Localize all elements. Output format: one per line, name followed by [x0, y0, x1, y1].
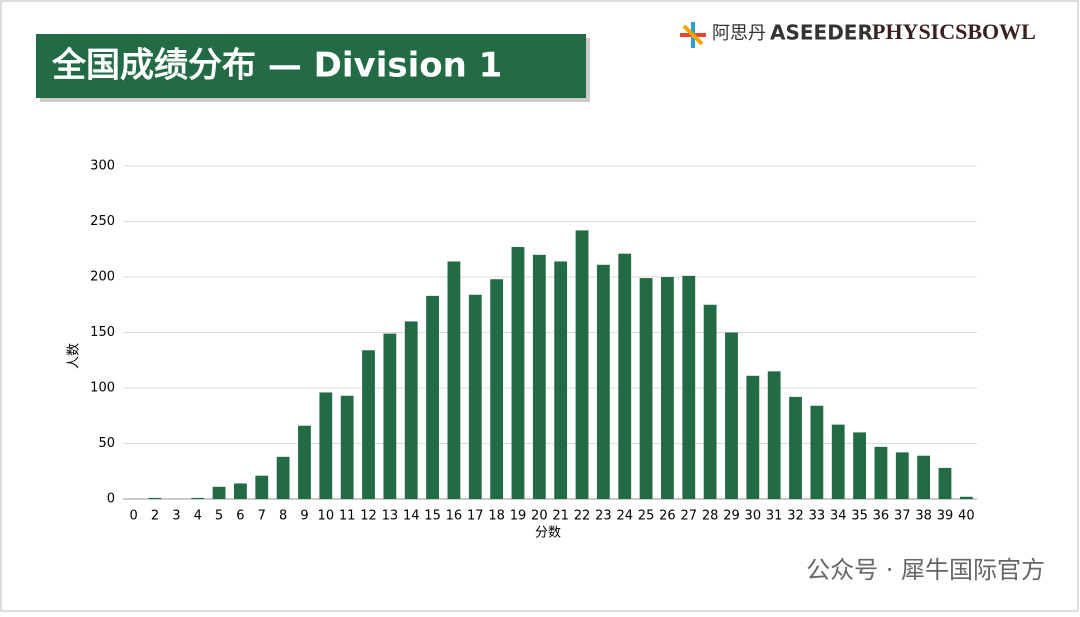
- bar: [938, 467, 952, 499]
- bar: [383, 333, 397, 499]
- y-tick-label: 200: [90, 270, 115, 285]
- bar: [340, 395, 354, 499]
- x-tick-label: 0: [130, 509, 138, 524]
- bar: [276, 456, 290, 499]
- bar: [319, 392, 333, 499]
- y-tick-label: 50: [98, 436, 115, 451]
- x-tick-label: 11: [339, 509, 356, 524]
- x-tick-label: 23: [595, 509, 612, 524]
- x-tick-label: 22: [574, 509, 591, 524]
- x-tick-label: 16: [446, 509, 463, 524]
- bar: [725, 332, 738, 499]
- x-tick-label: 31: [766, 509, 783, 524]
- bar: [575, 230, 589, 499]
- bar: [789, 396, 802, 499]
- x-tick-label: 36: [873, 509, 890, 524]
- x-tick-label: 33: [809, 509, 826, 524]
- x-tick-label: 7: [258, 509, 266, 524]
- chart-title: 全国成绩分布 — Division 1: [51, 46, 502, 86]
- x-tick-label: 19: [510, 509, 527, 524]
- bar: [917, 455, 931, 499]
- x-tick-label: 6: [236, 509, 244, 524]
- x-tick-label: 3: [172, 509, 180, 524]
- x-tick-label: 4: [194, 509, 202, 524]
- bar: [853, 432, 866, 499]
- bar: [831, 424, 845, 499]
- x-tick-label: 15: [424, 509, 441, 524]
- x-tick-label: 5: [215, 509, 223, 524]
- y-axis-label: 人数: [67, 343, 82, 369]
- bar: [511, 247, 525, 499]
- bar: [959, 496, 973, 499]
- x-tick-label: 12: [360, 509, 377, 524]
- x-tick-label: 35: [851, 509, 868, 524]
- x-tick-label: 39: [937, 509, 954, 524]
- y-tick-label: 300: [90, 159, 115, 174]
- bar: [554, 261, 568, 499]
- bar: [596, 264, 610, 499]
- x-tick-label: 26: [659, 509, 676, 524]
- x-tick-label: 2: [151, 509, 159, 524]
- logo-mark: [680, 22, 706, 48]
- y-tick-label: 250: [90, 214, 115, 229]
- x-axis-label: 分数: [535, 526, 561, 541]
- bar: [298, 425, 311, 499]
- x-tick-label: 37: [894, 509, 911, 524]
- bar: [191, 497, 205, 499]
- bar: [148, 497, 162, 499]
- bar: [682, 275, 696, 499]
- bar: [490, 279, 504, 499]
- x-tick-label: 8: [279, 509, 287, 524]
- bar: [746, 375, 760, 499]
- y-tick-label: 0: [107, 492, 115, 507]
- bar: [447, 261, 461, 499]
- bar: [426, 295, 439, 499]
- y-tick-label: 150: [90, 325, 115, 340]
- x-tick-label: 24: [616, 509, 633, 524]
- bar: [661, 277, 674, 499]
- bar: [810, 405, 824, 499]
- bar: [212, 486, 226, 499]
- x-tick-label: 18: [488, 509, 505, 524]
- bar: [362, 350, 375, 499]
- brand-en: ASEEDER: [770, 21, 873, 45]
- bar: [874, 446, 888, 499]
- brand-cn: 阿思丹: [712, 23, 766, 44]
- x-tick-label: 17: [467, 509, 484, 524]
- x-tick-label: 9: [300, 509, 308, 524]
- x-tick-label: 28: [702, 509, 719, 524]
- x-tick-label: 25: [638, 509, 655, 524]
- bar: [532, 254, 546, 499]
- x-tick-label: 14: [403, 509, 420, 524]
- bar: [234, 483, 247, 499]
- x-tick-label: 13: [382, 509, 399, 524]
- bar: [404, 321, 418, 499]
- x-tick-label: 34: [830, 509, 847, 524]
- x-tick-label: 40: [958, 509, 975, 524]
- bar: [618, 253, 632, 499]
- x-tick-label: 29: [723, 509, 740, 524]
- bar: [895, 452, 909, 499]
- bar: [468, 294, 482, 499]
- watermark: 公众号 · 犀牛国际官方: [806, 556, 1045, 584]
- competition-logo: PHYSICSBOWL: [872, 19, 1036, 44]
- y-tick-label: 100: [90, 381, 115, 396]
- x-tick-label: 32: [787, 509, 804, 524]
- title-box: [36, 34, 586, 98]
- x-tick-label: 27: [681, 509, 698, 524]
- bar: [255, 475, 269, 499]
- x-tick-label: 20: [531, 509, 548, 524]
- x-tick-label: 30: [745, 509, 762, 524]
- bar: [703, 304, 717, 499]
- x-tick-label: 21: [552, 509, 569, 524]
- bar: [639, 278, 653, 499]
- x-tick-label: 38: [915, 509, 932, 524]
- x-tick-label: 10: [318, 509, 335, 524]
- bar: [767, 371, 781, 499]
